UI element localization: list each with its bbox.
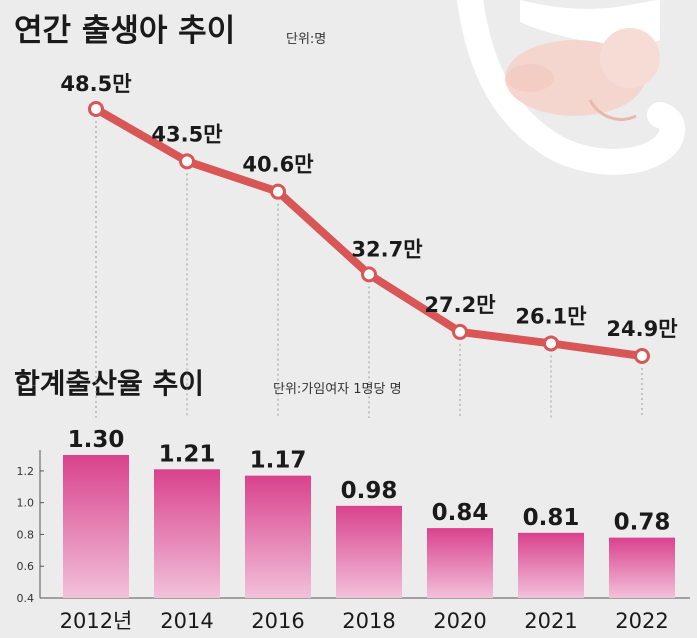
bar-value-label: 0.78	[614, 510, 671, 536]
x-tick-label: 2014	[160, 609, 213, 633]
line-value-label: 32.7만	[351, 237, 422, 261]
bar	[154, 469, 220, 598]
x-tick-label: 2018	[342, 609, 395, 633]
bar-value-label: 0.81	[523, 505, 580, 531]
x-tick-label: 2012년	[60, 609, 133, 633]
y-tick-label: 0.8	[17, 528, 35, 541]
y-tick-label: 1.0	[17, 497, 35, 510]
line-value-label: 24.9만	[606, 317, 677, 341]
tfr-unit: 단위:가임여자 1명당 명	[273, 382, 402, 397]
line-value-label: 48.5만	[60, 72, 131, 96]
x-tick-label: 2020	[433, 609, 486, 633]
bar-value-label: 1.30	[68, 427, 125, 453]
line-value-label: 26.1만	[515, 304, 586, 328]
line-value-label: 27.2만	[424, 293, 495, 317]
dotted-guide-lines	[95, 121, 643, 418]
line-value-label: 43.5만	[151, 122, 222, 146]
tfr-title: 합계출산율 추이	[14, 367, 204, 400]
bar	[427, 528, 493, 598]
births-unit: 단위:명	[286, 32, 326, 47]
mother-baby-illustration	[457, 0, 686, 175]
line-point	[634, 348, 650, 364]
bar	[245, 475, 311, 598]
y-tick-label: 0.6	[17, 560, 35, 573]
x-tick-label: 2021	[524, 609, 577, 633]
births-line-series: 48.5만 43.5만 40.6만 32.7만 27.2만 26.1만 24.9만	[60, 72, 678, 364]
bar	[63, 455, 129, 598]
bar-value-label: 1.21	[159, 441, 216, 467]
line-point	[270, 183, 286, 200]
line-point	[88, 101, 104, 117]
x-tick-label: 2022	[615, 609, 668, 633]
bar	[609, 537, 675, 598]
bar-value-label: 0.98	[341, 478, 398, 504]
x-axis-labels: 2012년 2014 2016 2018 2020 2021 2022	[60, 609, 669, 633]
line-point	[179, 153, 195, 170]
births-title: 연간 출생아 추이	[14, 13, 235, 49]
line-point	[452, 323, 468, 340]
y-tick-label: 0.4	[17, 592, 35, 605]
bar	[336, 505, 402, 598]
bar-value-label: 0.84	[432, 500, 489, 526]
x-tick-label: 2016	[251, 609, 304, 633]
y-tick-label: 1.2	[17, 465, 35, 478]
bar-value-label: 1.17	[250, 448, 307, 474]
line-point	[361, 266, 377, 283]
line-point	[543, 335, 559, 352]
tfr-bars: 1.30 1.21 1.17 0.98 0.84 0.81 0.78	[63, 427, 675, 598]
bar	[518, 532, 584, 598]
line-value-label: 40.6만	[242, 153, 313, 177]
